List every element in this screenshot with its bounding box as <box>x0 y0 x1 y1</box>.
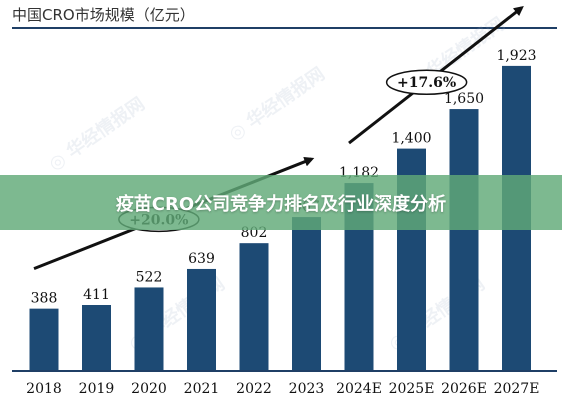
chart-title: 中国CRO市场规模（亿元） <box>12 6 195 24</box>
value-label: 1,400 <box>391 131 431 147</box>
x-tick-label: 2023 <box>289 381 325 397</box>
x-tick-label: 2019 <box>79 381 115 397</box>
bar <box>449 109 479 371</box>
bar <box>187 268 216 370</box>
value-label: 639 <box>188 251 215 267</box>
growth-ellipse <box>385 69 468 95</box>
value-label: 388 <box>31 291 58 307</box>
x-tick-label: 2025E <box>389 381 435 397</box>
x-tick-label: 2026E <box>441 381 487 397</box>
value-label: 1,650 <box>444 91 484 107</box>
value-label: 1,923 <box>496 48 536 64</box>
x-tick-label: 2027E <box>494 381 540 397</box>
top-rule <box>12 27 557 29</box>
x-tick-label: 2020 <box>131 381 167 397</box>
x-tick-label: 2021 <box>184 381 220 397</box>
bar <box>134 287 164 370</box>
banner-text: 疫苗CRO公司竞争力排名及行业深度分析 <box>115 193 447 215</box>
title-banner: 疫苗CRO公司竞争力排名及行业深度分析 <box>0 175 562 230</box>
x-axis-ticks: 2018 2019 2020 2021 2022 2023 2024E 2025E 2026E 2… <box>26 381 539 397</box>
bar <box>292 217 321 370</box>
value-label: 411 <box>83 287 110 303</box>
x-tick-label: 2024E <box>336 381 382 397</box>
bar <box>239 243 269 370</box>
value-label: 522 <box>136 269 163 285</box>
bar <box>29 308 59 370</box>
x-tick-label: 2022 <box>236 381 272 397</box>
x-tick-label: 2018 <box>26 381 62 397</box>
bar <box>82 305 111 370</box>
growth-label: +17.6% <box>397 75 456 91</box>
